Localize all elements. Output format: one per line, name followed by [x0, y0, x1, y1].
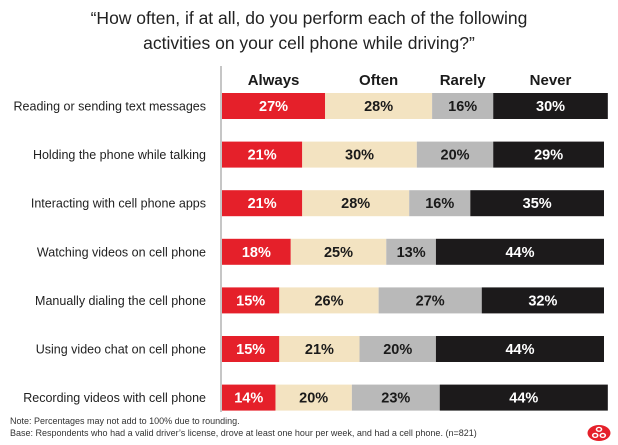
- category-label: Holding the phone while talking: [33, 148, 206, 162]
- bar-segment-often: [279, 336, 360, 362]
- data-label-often: 30%: [345, 148, 374, 164]
- data-label-often: 21%: [305, 342, 334, 358]
- data-label-never: 35%: [523, 196, 552, 212]
- category-label: Using video chat on cell phone: [36, 343, 206, 357]
- data-label-often: 28%: [341, 196, 370, 212]
- data-label-often: 26%: [314, 293, 343, 309]
- bar-segment-always: [222, 141, 303, 168]
- bar-segment-rarely: [409, 190, 471, 217]
- bar-segment-rarely: [386, 238, 436, 265]
- bar-segment-rarely: [378, 287, 482, 314]
- bar-segment-often: [325, 93, 433, 119]
- legend-label-never: Never: [530, 72, 572, 89]
- data-label-always: 21%: [248, 148, 277, 164]
- data-label-always: 21%: [248, 196, 277, 212]
- three-ovals-logo-icon: [587, 425, 611, 441]
- data-label-often: 20%: [299, 391, 328, 407]
- data-label-always: 15%: [236, 342, 265, 358]
- data-label-rarely: 23%: [381, 391, 410, 407]
- legend-label-always: Always: [248, 72, 300, 89]
- bar-segment-never: [470, 190, 604, 217]
- data-label-often: 28%: [364, 99, 393, 115]
- data-label-always: 27%: [259, 99, 288, 115]
- bar-segment-rarely: [416, 141, 494, 168]
- data-label-rarely: 20%: [383, 342, 412, 358]
- bar-segment-always: [222, 93, 326, 119]
- data-label-rarely: 27%: [416, 293, 445, 309]
- bar-segment-rarely: [351, 384, 440, 411]
- category-label: Recording videos with cell phone: [23, 391, 206, 405]
- chart-title-line-1: “How often, if at all, do you perform ea…: [90, 8, 528, 28]
- data-label-rarely: 16%: [425, 196, 454, 212]
- bar-segment-never: [493, 93, 608, 119]
- data-label-always: 15%: [236, 293, 265, 309]
- data-label-never: 29%: [534, 148, 563, 164]
- chart-notes: Note: Percentages may not add to 100% du…: [10, 415, 477, 439]
- data-label-never: 32%: [528, 293, 557, 309]
- data-label-never: 44%: [509, 391, 538, 407]
- data-label-rarely: 13%: [397, 245, 426, 261]
- bar-segment-never: [439, 384, 608, 411]
- data-label-never: 30%: [536, 99, 565, 115]
- bar-segment-always: [222, 336, 280, 362]
- bar-segment-often: [290, 238, 387, 265]
- chart-title-line-2: activities on your cell phone while driv…: [143, 33, 475, 53]
- data-label-rarely: 16%: [448, 99, 477, 115]
- bar-segment-always: [222, 238, 291, 265]
- rounding-note: Note: Percentages may not add to 100% du…: [10, 416, 240, 426]
- bar-segment-often: [302, 141, 417, 168]
- bar-segment-always: [222, 190, 303, 217]
- legend-label-often: Often: [359, 72, 398, 89]
- base-note: Base: Respondents who had a valid driver…: [10, 428, 477, 438]
- data-label-often: 25%: [324, 245, 353, 261]
- bar-segment-rarely: [432, 93, 494, 119]
- bar-segment-never: [493, 141, 604, 168]
- data-label-never: 44%: [505, 342, 534, 358]
- bar-segment-always: [222, 287, 280, 314]
- bar-segment-often: [279, 287, 379, 314]
- data-label-always: 18%: [242, 245, 271, 261]
- bar-segment-often: [302, 190, 410, 217]
- category-label: Manually dialing the cell phone: [35, 294, 206, 308]
- category-label: Interacting with cell phone apps: [31, 197, 206, 211]
- data-label-rarely: 20%: [441, 148, 470, 164]
- data-label-always: 14%: [234, 391, 263, 407]
- bar-segment-never: [435, 336, 604, 362]
- bar-segment-never: [481, 287, 604, 314]
- category-label: Reading or sending text messages: [14, 100, 206, 114]
- bar-segment-rarely: [359, 336, 436, 362]
- category-label: Watching videos on cell phone: [37, 245, 206, 259]
- bar-segment-always: [222, 384, 276, 411]
- bar-segment-often: [275, 384, 352, 411]
- legend-label-rarely: Rarely: [440, 72, 487, 89]
- bar-segment-never: [435, 238, 604, 265]
- data-label-never: 44%: [505, 245, 534, 261]
- chart-title: “How often, if at all, do you perform ea…: [0, 6, 618, 56]
